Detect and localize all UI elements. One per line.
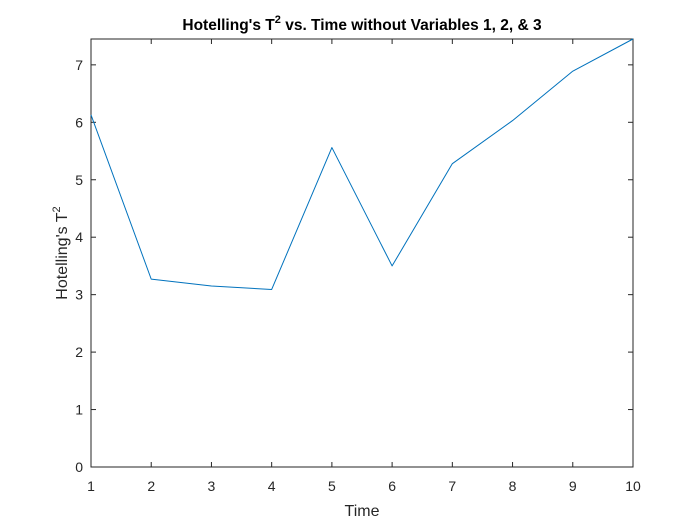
- chart-title-rest: vs. Time without Variables 1, 2, & 3: [281, 17, 542, 34]
- x-tick-label: 6: [388, 478, 396, 494]
- y-tick-label: 4: [75, 229, 83, 245]
- x-tick-label: 1: [87, 478, 95, 494]
- x-tick-label: 10: [625, 478, 641, 494]
- y-axis-label-superscript: 2: [51, 206, 63, 212]
- x-tick-label: 9: [569, 478, 577, 494]
- x-tick-label: 3: [208, 478, 216, 494]
- chart-title-superscript: 2: [275, 14, 281, 26]
- y-tick-label: 3: [75, 287, 83, 303]
- y-axis-label-main: Hotelling's T: [54, 212, 71, 299]
- series-line: [90, 38, 634, 290]
- y-tick-label: 6: [75, 114, 83, 130]
- axes-box: [90, 38, 634, 468]
- x-tick-label: 7: [448, 478, 456, 494]
- y-tick-label: 0: [75, 459, 83, 475]
- y-tick-label: 7: [75, 57, 83, 73]
- y-tick-label: 1: [75, 402, 83, 418]
- x-tick-label: 5: [328, 478, 336, 494]
- x-tick-label: 8: [509, 478, 517, 494]
- x-axis-label: Time: [345, 503, 380, 520]
- y-axis-label: Hotelling's T2: [51, 206, 71, 299]
- chart-title-main: Hotelling's T: [182, 17, 275, 34]
- x-tick-label: 4: [268, 478, 276, 494]
- x-tick-label: 2: [147, 478, 155, 494]
- chart-title: Hotelling's T2 vs. Time without Variable…: [182, 14, 542, 34]
- y-tick-label: 5: [75, 172, 83, 188]
- y-tick-label: 2: [75, 344, 83, 360]
